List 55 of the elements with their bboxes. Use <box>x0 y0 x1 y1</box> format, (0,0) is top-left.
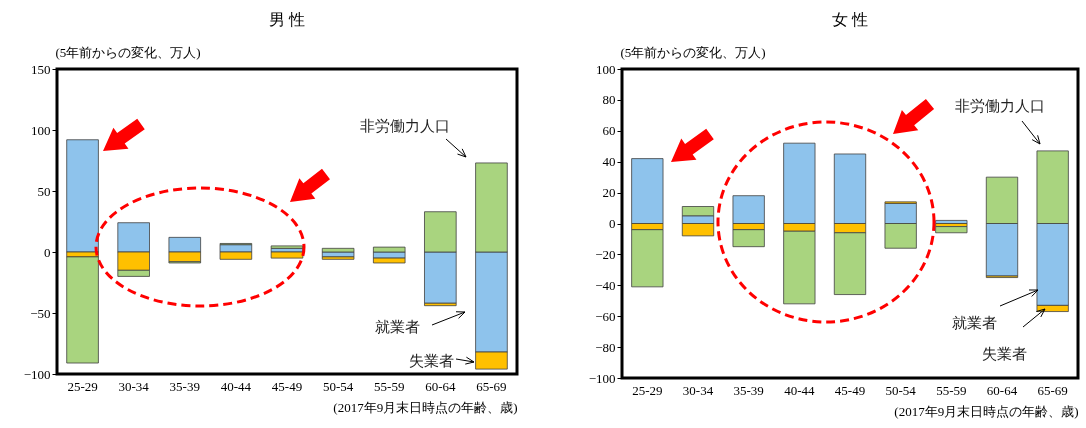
bar <box>270 251 304 259</box>
y-tick-label: −20 <box>595 246 616 262</box>
y-axis-title: (5年前からの変化、万人) <box>620 44 766 60</box>
x-tick-label: 40-44 <box>784 382 815 398</box>
y-tick-label: 40 <box>602 154 616 170</box>
x-tick-label: 25-29 <box>632 382 663 398</box>
x-tick-label: 35-39 <box>733 382 764 398</box>
y-tick-label: 0 <box>609 216 616 231</box>
x-tick-label: 35-39 <box>169 378 200 394</box>
y-tick-label: −100 <box>588 370 616 386</box>
text: 非労働力人口 <box>955 98 1045 114</box>
y-tick-label: −100 <box>23 366 51 382</box>
y-tick-label: −40 <box>595 277 616 293</box>
x-tick-label: 30-34 <box>118 378 150 394</box>
y-tick-label: −60 <box>595 308 616 324</box>
y-axis-title: (5年前からの変化、万人) <box>55 44 201 60</box>
bar <box>321 256 355 260</box>
x-axis-title: (2017年9月末日時点の年齢、歳) <box>894 403 1079 419</box>
y-tick-label: 80 <box>602 92 616 108</box>
y-tick-label: 20 <box>602 185 616 201</box>
x-tick-label: 50-54 <box>885 382 917 398</box>
text: 非労働力人口 <box>360 118 450 134</box>
bar <box>321 247 355 253</box>
chart-title: 女 性 <box>832 11 868 28</box>
x-tick-label: 60-64 <box>425 378 456 394</box>
x-tick-label: 50-54 <box>322 378 354 394</box>
x-tick-label: 55-59 <box>936 382 967 398</box>
y-tick-label: −50 <box>30 305 51 321</box>
x-tick-label: 40-44 <box>220 378 252 394</box>
y-tick-label: 50 <box>37 183 51 199</box>
y-tick-label: 60 <box>602 123 616 139</box>
bar <box>372 246 406 253</box>
bar <box>372 257 406 264</box>
series-label: 失業者 <box>409 353 454 369</box>
x-tick-label: 25-29 <box>67 378 98 394</box>
x-tick-label: 45-49 <box>271 378 303 394</box>
text: 就業者 <box>952 315 997 331</box>
chart-title: 男 性 <box>269 11 305 28</box>
y-tick-label: −80 <box>595 339 616 355</box>
y-tick-label: 0 <box>44 244 51 260</box>
x-tick-label: 30-34 <box>682 382 714 398</box>
x-tick-label: 65-69 <box>476 378 507 394</box>
x-tick-label: 65-69 <box>1037 382 1068 398</box>
text: 失業者 <box>982 346 1027 362</box>
x-tick-label: 45-49 <box>834 382 866 398</box>
series-label: 就業者 <box>375 319 420 335</box>
bar <box>270 245 304 249</box>
y-tick-label: 100 <box>31 122 51 138</box>
bar <box>935 226 968 234</box>
x-tick-label: 55-59 <box>374 378 405 394</box>
bar <box>66 139 99 253</box>
y-tick-label: 150 <box>31 61 51 77</box>
x-axis-title: (2017年9月末日時点の年齢、歳) <box>333 399 518 415</box>
y-tick-label: 100 <box>596 61 616 77</box>
x-tick-label: 60-64 <box>986 382 1018 398</box>
